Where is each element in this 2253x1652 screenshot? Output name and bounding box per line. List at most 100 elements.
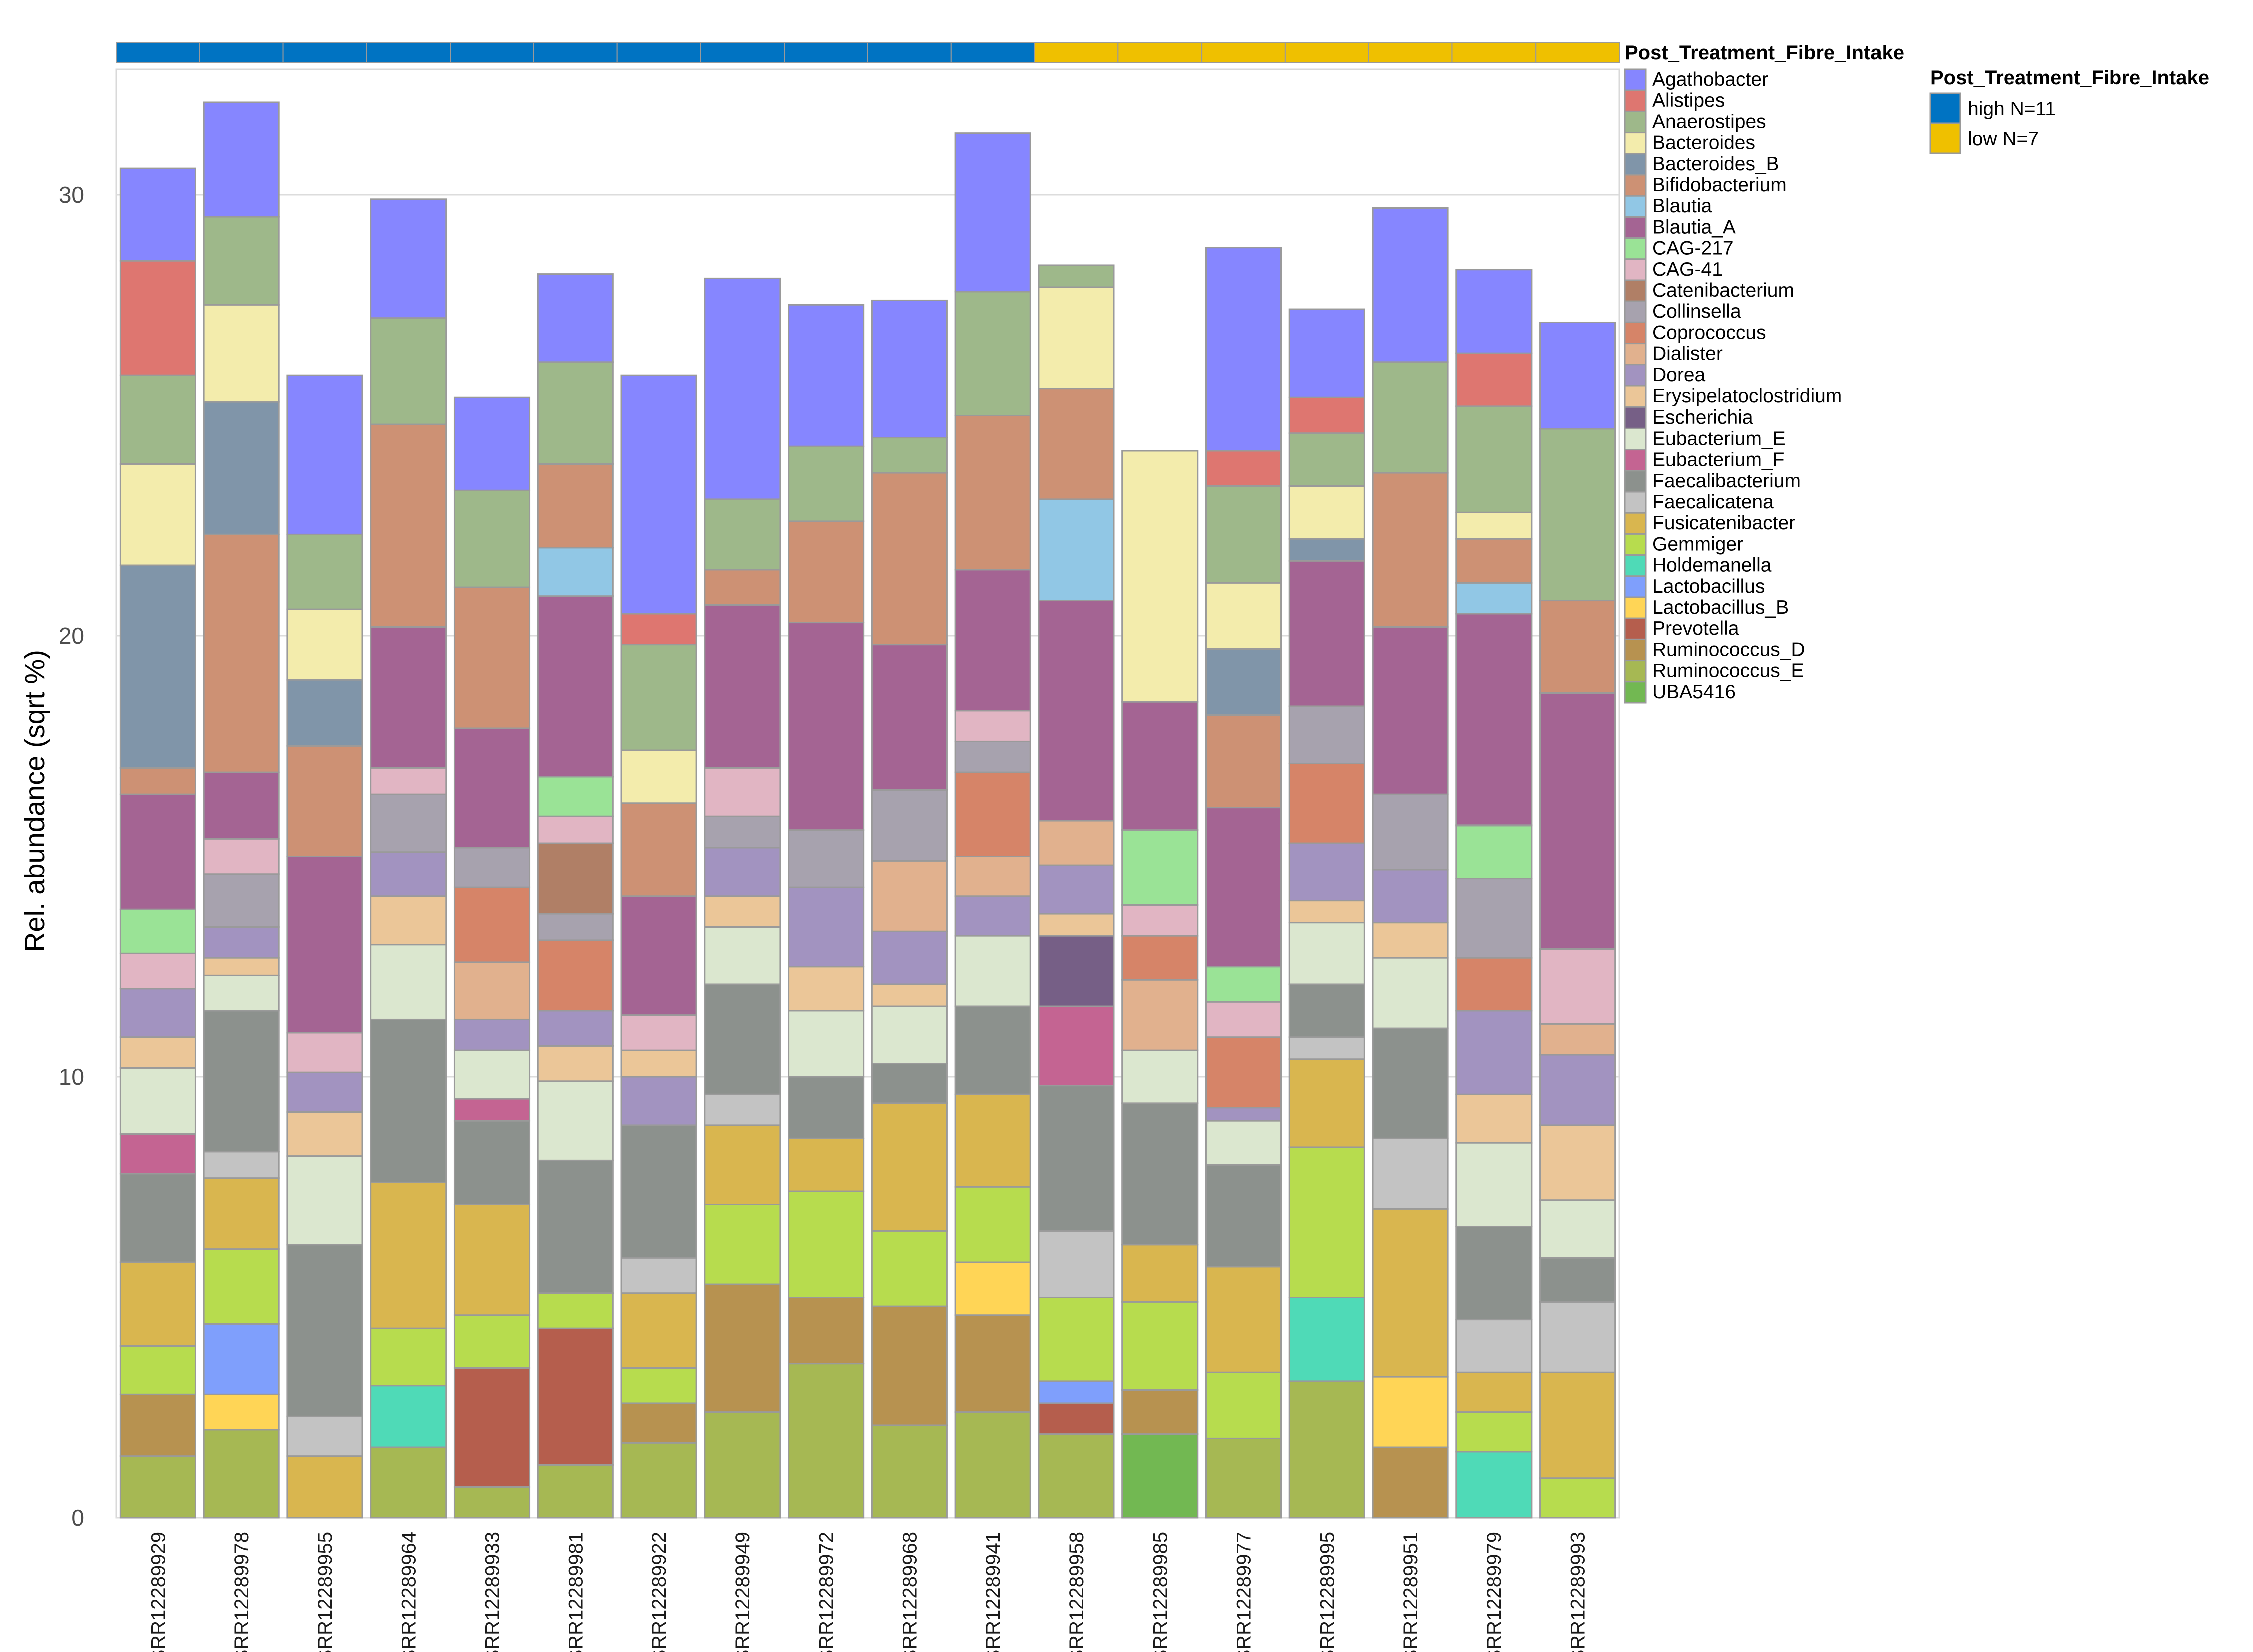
bar-segment-erysipelatoclostridium: SRR12289964 Erysipelatoclostridium: 1.1 [370, 895, 447, 946]
legend-label: Ruminococcus_E [1652, 660, 1804, 682]
legend-label: Collinsella [1652, 301, 1741, 322]
legend-label: CAG-217 [1652, 238, 1734, 259]
bar-segment-blautia-a: SRR12289968 Blautia_A: 3.3 [871, 644, 948, 791]
bar-segment-bacteroides: SRR12289995 Bacteroides: 1.2 [1288, 485, 1365, 540]
legend-swatch [1624, 596, 1647, 619]
bar-SRR12289933: SRR12289933 Ruminococcus_E: 0.7SRR122899… [453, 396, 531, 1519]
bar-segment-ruminococcus-d: SRR12289972 Ruminococcus_D: 1.5 [788, 1297, 865, 1365]
bar-segment-anaerostipes: SRR12289949 Anaerostipes: 1.6 [704, 498, 781, 571]
legend-label: Eubacterium_F [1652, 449, 1784, 471]
bar-segment-faecalibacterium: SRR12289993 Faecalibacterium: 1 [1539, 1257, 1616, 1303]
bar-segment-gemmiger: SRR12289922 Gemmiger: 0.8 [620, 1367, 697, 1404]
legend-swatch [1624, 491, 1647, 514]
bar-segment-alistipes: SRR12289979 Alistipes: 1.2 [1455, 352, 1533, 407]
legend-swatch [1624, 660, 1647, 683]
bar-segment-erysipelatoclostridium: SRR12289993 Erysipelatoclostridium: 1.7 [1539, 1124, 1616, 1201]
bar-segment-bifidobacterium: SRR12289978 Bifidobacterium: 5.4 [203, 533, 280, 773]
bar-segment-dorea: SRR12289981 Dorea: 0.8 [537, 1010, 614, 1047]
bar-segment-cag-41: SRR12289981 CAG-41: 0.6 [537, 815, 614, 844]
bar-segment-gemmiger: SRR12289972 Gemmiger: 2.4 [788, 1190, 865, 1299]
bar-segment-bifidobacterium: SRR12289981 Bifidobacterium: 1.9 [537, 463, 614, 549]
x-tick-label: SRR12289958 [1066, 1532, 1088, 1652]
legend-item-catenibacterium: Catenibacterium [1624, 279, 1794, 302]
bar-segment-anaerostipes: SRR12289958 Anaerostipes: 0.5 [1038, 264, 1115, 288]
legend-swatch [1624, 427, 1647, 451]
legend-item-holdemanella: Holdemanella [1624, 554, 1772, 577]
legend-swatch [1624, 470, 1647, 493]
bar-segment-agathobacter: SRR12289949 Agathobacter: 5 [704, 277, 781, 500]
bar-segment-erysipelatoclostridium: SRR12289968 Erysipelatoclostridium: 0.5 [871, 983, 948, 1007]
bar-segment-collinsella: SRR12289949 Collinsella: 0.7 [704, 815, 781, 849]
bar-segment-faecalicatena: SRR12289949 Faecalicatena: 0.7 [704, 1093, 781, 1126]
y-tick-label: 10 [59, 1064, 84, 1090]
bar-segment-dialister: SRR12289968 Dialister: 1.6 [871, 860, 948, 932]
legend-label: Blautia [1652, 195, 1712, 217]
bar-segment-lactobacillus-b: SRR12289951 Lactobacillus_B: 1.6 [1372, 1376, 1449, 1448]
bar-segment-faecalicatena: SRR12289979 Faecalicatena: 1.2 [1455, 1319, 1533, 1373]
bar-segment-eubacterium-f: SRR12289933 Eubacterium_F: 0.5 [453, 1098, 531, 1122]
bar-segment-blautia-a: SRR12289922 Blautia_A: 2.7 [620, 895, 697, 1016]
bar-segment-dorea: SRR12289968 Dorea: 1.2 [871, 930, 948, 985]
legend-label: Faecalibacterium [1652, 470, 1801, 492]
bar-SRR12289941: SRR12289941 Ruminococcus_E: 2.4SRR122899… [954, 132, 1031, 1519]
bar-segment-erysipelatoclostridium: SRR12289995 Erysipelatoclostridium: 0.5 [1288, 900, 1365, 924]
bar-segment-bacteroides: SRR12289922 Bacteroides: 1.2 [620, 749, 697, 804]
legend-label: Holdemanella [1652, 555, 1772, 576]
legend-item-prevotella: Prevotella [1624, 617, 1739, 640]
bar-segment-faecalibacterium: SRR12289955 Faecalibacterium: 3.9 [286, 1244, 363, 1417]
bar-segment-faecalicatena: SRR12289955 Faecalicatena: 0.9 [286, 1415, 363, 1457]
bar-SRR12289979: SRR12289979 Holdemanella: 1.5SRR12289979… [1455, 269, 1533, 1519]
bar-segment-cag-41: SRR12289993 CAG-41: 1.7 [1539, 948, 1616, 1025]
bar-segment-dorea: SRR12289958 Dorea: 1.1 [1038, 864, 1115, 915]
bar-segment-collinsella: SRR12289941 Collinsella: 0.7 [954, 740, 1031, 773]
bar-segment-dialister: SRR12289958 Dialister: 1 [1038, 820, 1115, 866]
bar-segment-cag-41: SRR12289941 CAG-41: 0.7 [954, 710, 1031, 742]
bar-segment-dorea: SRR12289955 Dorea: 0.9 [286, 1071, 363, 1113]
legend-swatch [1624, 575, 1647, 598]
legend-swatch [1624, 681, 1647, 704]
bar-segment-faecalibacterium: SRR12289949 Faecalibacterium: 2.5 [704, 983, 781, 1095]
bar-segment-gemmiger: SRR12289995 Gemmiger: 3.4 [1288, 1146, 1365, 1298]
bar-segment-agathobacter: SRR12289955 Agathobacter: 3.6 [286, 374, 363, 535]
bar-segment-fusicatenibacter: SRR12289985 Fusicatenibacter: 1.3 [1121, 1244, 1199, 1303]
annotation-cell-high [282, 42, 367, 63]
bar-segment-cag-217: SRR12289985 CAG-217: 1.7 [1121, 829, 1199, 906]
bar-segment-cag-41: SRR12289964 CAG-41: 0.6 [370, 767, 447, 795]
bar-segment-eubacterium-e: SRR12289995 Eubacterium_E: 1.4 [1288, 922, 1365, 985]
y-tick-label: 0 [71, 1505, 84, 1531]
bar-segment-agathobacter: SRR12289977 Agathobacter: 4.6 [1205, 247, 1282, 452]
bar-segment-bacteroides: SRR12289955 Bacteroides: 1.6 [286, 608, 363, 681]
bar-segment-faecalibacterium: SRR12289995 Faecalibacterium: 1.2 [1288, 983, 1365, 1038]
bar-segment-eubacterium-e: SRR12289985 Eubacterium_E: 1.2 [1121, 1049, 1199, 1104]
y-tick-label: 30 [59, 182, 84, 208]
bar-segment-faecalibacterium: SRR12289958 Faecalibacterium: 3.3 [1038, 1085, 1115, 1232]
bar-segment-agathobacter: SRR12289951 Agathobacter: 3.5 [1372, 207, 1449, 363]
bar-segment-erysipelatoclostridium: SRR12289979 Erysipelatoclostridium: 1.1 [1455, 1093, 1533, 1144]
legend-item-bifidobacterium: Bifidobacterium [1624, 174, 1787, 197]
x-tick-label: SRR12289949 [732, 1532, 754, 1652]
bar-segment-eubacterium-e: SRR12289972 Eubacterium_E: 1.5 [788, 1010, 865, 1078]
bar-segment-faecalibacterium: SRR12289985 Faecalibacterium: 3.2 [1121, 1102, 1199, 1246]
bar-segment-faecalicatena: SRR12289993 Faecalicatena: 1.6 [1539, 1301, 1616, 1373]
bar-segment-cag-217: SRR12289977 CAG-217: 0.8 [1205, 966, 1282, 1003]
bar-segment-ruminococcus-e: SRR12289995 Ruminococcus_E: 3.1 [1288, 1380, 1365, 1519]
bars: SRR12289929 Ruminococcus_E: 1.4SRR122899… [119, 101, 1616, 1519]
bar-segment-agathobacter: SRR12289933 Agathobacter: 2.1 [453, 396, 531, 491]
legend-label: Escherichia [1652, 406, 1753, 428]
bar-segment-lactobacillus: SRR12289978 Lactobacillus: 1.6 [203, 1323, 280, 1395]
bar-segment-ruminococcus-d: SRR12289968 Ruminococcus_D: 2.7 [871, 1305, 948, 1426]
legend-label: Anaerostipes [1652, 111, 1766, 132]
x-tick-label: SRR12289964 [398, 1532, 420, 1652]
bar-segment-erysipelatoclostridium: SRR12289951 Erysipelatoclostridium: 0.8 [1372, 922, 1449, 959]
bar-segment-ruminococcus-e: SRR12289922 Ruminococcus_E: 1.7 [620, 1442, 697, 1519]
bar-SRR12289922: SRR12289922 Ruminococcus_E: 1.7 SRR122899… [620, 374, 697, 1519]
annotation-cell-low [1034, 42, 1119, 63]
bar-segment-eubacterium-e: SRR12289979 Eubacterium_E: 1.9 [1455, 1142, 1533, 1228]
legend-swatch [1624, 153, 1647, 176]
annotation-cell-high [366, 42, 451, 63]
bar-segment-gemmiger: SRR12289958 Gemmiger: 1.9 [1038, 1297, 1115, 1382]
bar-segment-blautia-a: SRR12289958 Blautia_A: 5 [1038, 600, 1115, 822]
bar-segment-blautia: SRR12289981 Blautia: 1.1 [537, 547, 614, 597]
bar-segment-coprococcus: SRR12289941 Coprococcus: 1.9 [954, 771, 1031, 857]
